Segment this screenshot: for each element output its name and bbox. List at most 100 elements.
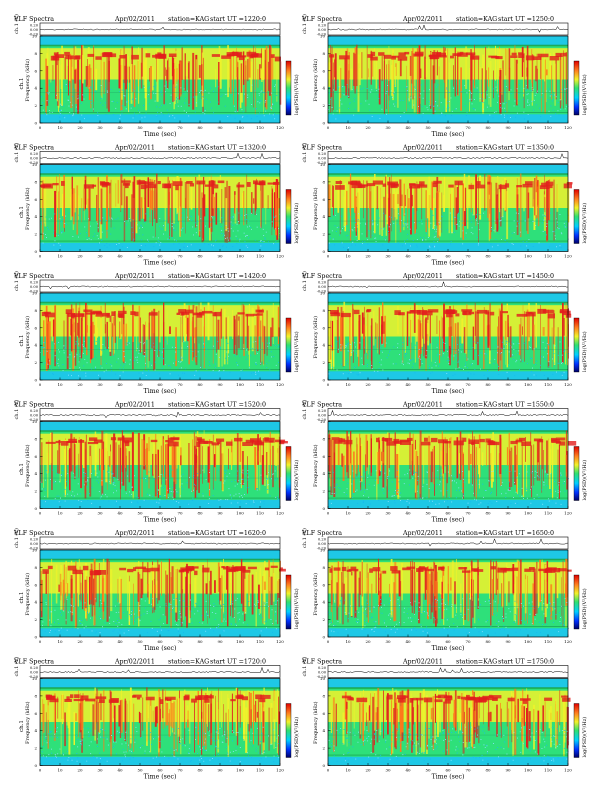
- noise-speck: [494, 93, 496, 95]
- noise-speck: [406, 238, 408, 240]
- spectral-streak: [548, 438, 549, 485]
- noise-speck: [403, 364, 404, 366]
- spectral-streak: [93, 325, 95, 334]
- panel-title: VLF Spectra: [13, 16, 54, 23]
- noise-speck: [464, 366, 466, 368]
- noise-speck: [145, 375, 147, 376]
- spectral-streak: [246, 174, 248, 225]
- noise-speck: [50, 611, 52, 613]
- freq-tick-label: 2: [322, 489, 325, 494]
- noise-speck: [410, 236, 412, 237]
- spectral-streak: [258, 450, 259, 462]
- spectral-streak: [87, 47, 90, 77]
- spectral-core: [330, 310, 339, 314]
- spectral-streak: [248, 574, 249, 607]
- time-tick-label: 60: [157, 125, 163, 130]
- noise-speck: [49, 112, 51, 114]
- noise-speck: [526, 497, 528, 499]
- noise-speck: [451, 606, 453, 607]
- spectral-core: [117, 437, 125, 441]
- spectral-streak: [263, 570, 265, 602]
- time-tick-label: 70: [465, 254, 471, 259]
- noise-speck: [93, 235, 95, 237]
- noise-speck: [449, 212, 451, 214]
- spectral-streak: [169, 180, 170, 239]
- spectral-streak: [117, 180, 119, 204]
- noise-speck: [59, 212, 61, 214]
- noise-speck: [394, 105, 396, 107]
- noise-speck: [109, 623, 111, 624]
- panel-date: Apr/02/2011: [114, 530, 155, 537]
- noise-speck: [204, 110, 206, 112]
- noise-speck: [271, 478, 272, 480]
- spectral-streak: [361, 561, 363, 597]
- noise-speck: [460, 351, 462, 353]
- spectral-streak: [527, 575, 528, 624]
- noise-speck: [201, 615, 203, 616]
- time-tick-label: 10: [57, 125, 63, 130]
- noise-speck: [388, 490, 389, 492]
- spectral-core: [386, 441, 397, 446]
- noise-speck: [453, 355, 455, 357]
- noise-speck: [77, 483, 79, 485]
- noise-speck: [348, 95, 350, 97]
- noise-speck: [159, 606, 161, 608]
- noise-speck: [105, 102, 107, 104]
- time-tick-label: 80: [485, 254, 491, 259]
- noise-speck: [196, 495, 198, 497]
- noise-speck: [72, 218, 73, 220]
- noise-speck: [179, 367, 181, 369]
- spectral-streak: [180, 179, 182, 229]
- noise-speck: [556, 246, 557, 248]
- channel-label: ch.1: [19, 463, 25, 475]
- noise-speck: [89, 612, 90, 614]
- noise-speck: [88, 87, 90, 89]
- spectral-streak: [416, 305, 418, 342]
- spectral-streak: [212, 434, 214, 490]
- noise-speck: [263, 503, 265, 505]
- noise-speck: [129, 359, 131, 361]
- spectral-streak: [85, 302, 87, 348]
- spectral-streak: [560, 59, 562, 101]
- spectral-streak: [332, 185, 334, 208]
- noise-speck: [228, 230, 230, 232]
- noise-speck: [524, 220, 526, 222]
- noise-speck: [247, 479, 249, 481]
- time-tick-label: 120: [276, 382, 284, 387]
- noise-speck: [405, 353, 406, 355]
- time-tick-label: 100: [524, 254, 532, 259]
- noise-speck: [268, 484, 270, 486]
- noise-speck: [110, 89, 112, 90]
- spectral-streak: [388, 46, 390, 82]
- spectral-streak: [430, 451, 433, 483]
- noise-speck: [561, 373, 562, 375]
- noise-speck: [355, 476, 357, 478]
- noise-speck: [160, 496, 161, 497]
- time-tick-label: 70: [177, 639, 183, 644]
- noise-speck: [271, 221, 273, 223]
- noise-speck: [213, 345, 214, 347]
- noise-speck: [217, 341, 219, 343]
- noise-speck: [163, 114, 165, 116]
- noise-speck: [421, 223, 423, 225]
- spectral-streak: [101, 60, 103, 100]
- spectral-streak: [153, 180, 156, 219]
- noise-speck: [565, 88, 567, 90]
- spectral-streak: [527, 192, 530, 219]
- spectral-core: [199, 311, 205, 316]
- noise-speck: [409, 341, 411, 343]
- noise-speck: [368, 496, 370, 498]
- spectral-core: [559, 441, 566, 446]
- spectral-core: [545, 181, 554, 186]
- panel-start-time: start UT =1450:0: [498, 273, 554, 280]
- noise-speck: [462, 224, 464, 226]
- noise-speck: [86, 237, 88, 239]
- noise-speck: [137, 356, 138, 358]
- noise-speck: [480, 352, 482, 354]
- time-tick-label: 120: [564, 382, 572, 387]
- noise-speck: [536, 472, 538, 473]
- noise-speck: [219, 370, 220, 371]
- spectral-streak: [448, 62, 451, 112]
- spectral-streak: [425, 317, 428, 359]
- spectral-streak: [45, 305, 48, 371]
